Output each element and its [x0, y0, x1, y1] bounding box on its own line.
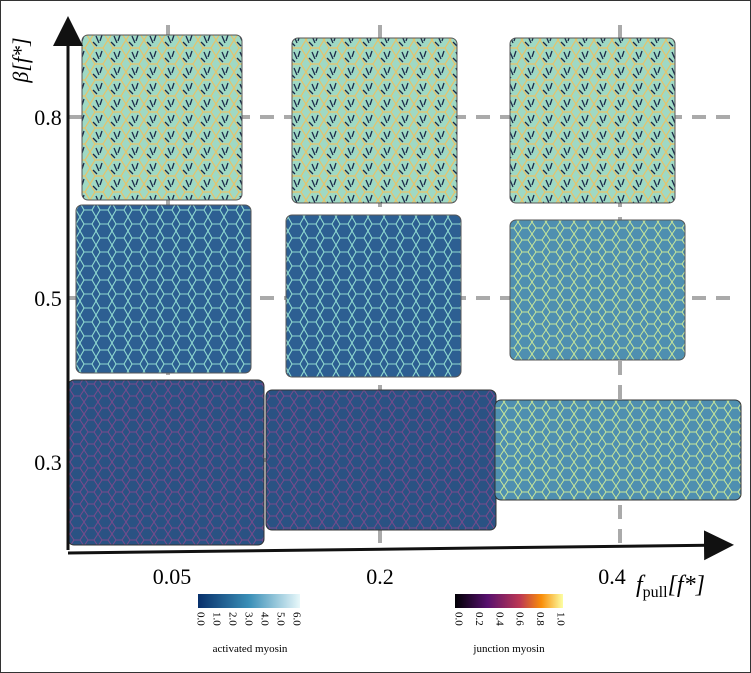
colorbar-tick-label: 0.0 — [194, 612, 206, 626]
x-axis-label: fpull[f*] — [636, 572, 705, 601]
colorbar-ticks: 0.0 1.0 2.0 3.0 4.0 5.0 6.0 0.0 0.2 0.4 0.6 0.8 1.0 — [194, 612, 566, 626]
y-tick-label: 0.5 — [34, 286, 62, 311]
colorbar-tick-label: 0.8 — [534, 612, 546, 626]
colorbar — [455, 594, 563, 608]
axes — [53, 16, 734, 561]
x-axis-label-main: f — [636, 572, 646, 598]
colorbar-tick-label: 2.0 — [226, 612, 238, 626]
panels — [67, 34, 742, 546]
colorbar-tick-label: 1.0 — [554, 612, 566, 626]
y-tick-label: 0.3 — [34, 450, 62, 475]
colorbar-tick-label: 5.0 — [274, 612, 286, 626]
x-tick-label: 0.4 — [598, 564, 626, 589]
colorbar — [198, 594, 300, 608]
y-axis-label: β[f*] — [8, 37, 33, 83]
colorbar-label: activated myosin — [213, 643, 288, 655]
colorbar-tick-label: 0.0 — [452, 612, 464, 626]
y-tick-label: 0.8 — [34, 105, 62, 130]
colorbar-tick-label: 1.0 — [210, 612, 222, 626]
colorbar-label: junction myosin — [472, 643, 545, 655]
x-tick-label: 0.05 — [153, 564, 192, 589]
colorbar-tick-label: 0.4 — [493, 612, 505, 626]
colorbar-tick-label: 0.6 — [514, 612, 526, 626]
x-tick-label: 0.2 — [366, 564, 394, 589]
colorbar-tick-label: 0.2 — [473, 612, 485, 626]
x-axis-label-unit: [f*] — [668, 572, 705, 598]
colorbar-tick-label: 3.0 — [242, 612, 254, 626]
colorbar-tick-label: 4.0 — [258, 612, 270, 626]
colorbar-tick-label: 6.0 — [290, 612, 302, 626]
x-axis-label-sub: pull — [643, 584, 668, 601]
